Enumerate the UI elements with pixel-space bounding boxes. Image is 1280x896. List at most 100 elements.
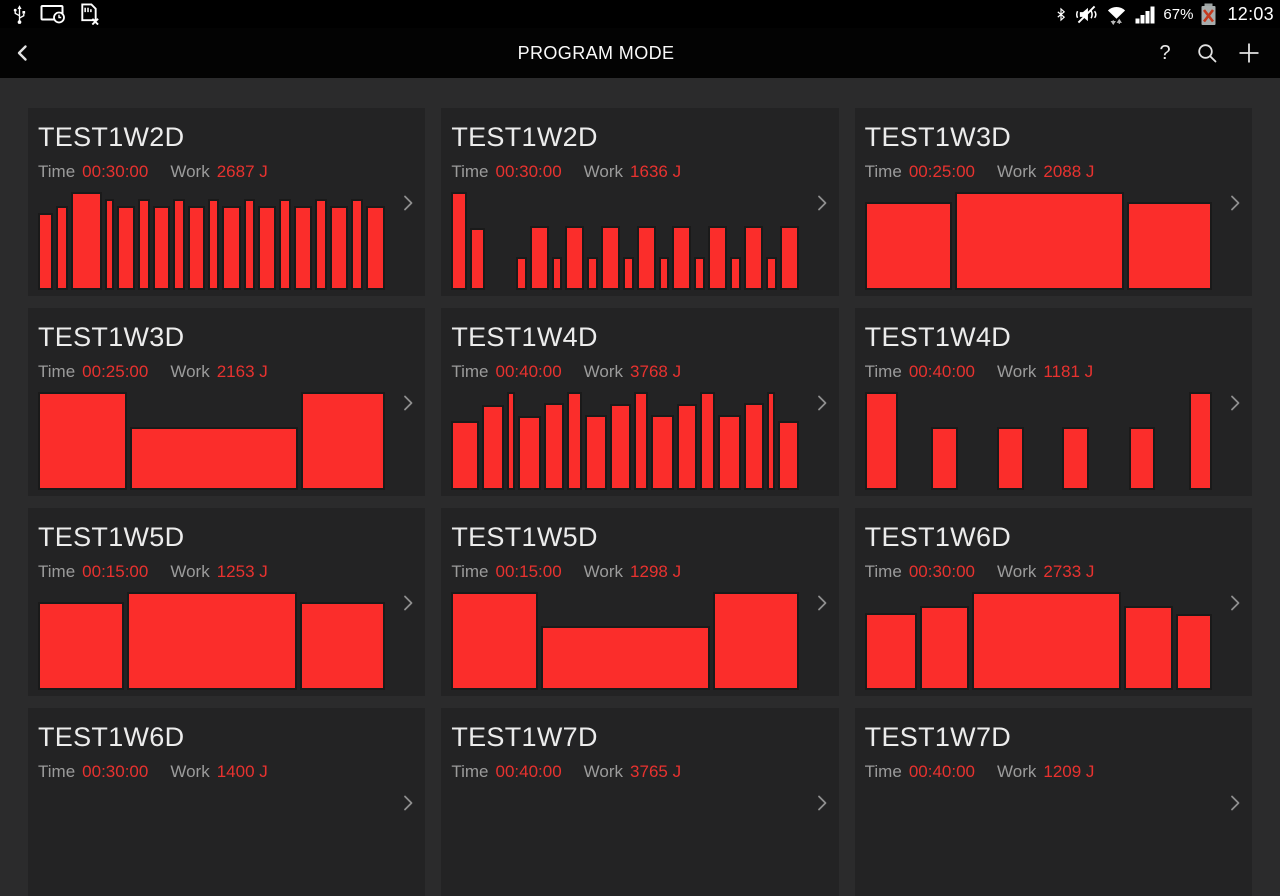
- chevron-right-icon[interactable]: [810, 190, 834, 214]
- work-label: Work: [997, 562, 1037, 581]
- chart-bar: [517, 415, 541, 490]
- chart-bar: [351, 198, 364, 290]
- program-card[interactable]: TEST1W7D Time 00:40:00 Work 1209 J: [854, 708, 1252, 896]
- bar-spacer: [488, 289, 513, 290]
- chart-bar: [997, 427, 1025, 490]
- chart-bar: [451, 592, 538, 690]
- program-title: TEST1W4D: [451, 322, 598, 352]
- chevron-right-icon[interactable]: [1223, 190, 1247, 214]
- chart-bar: [451, 421, 480, 490]
- program-card[interactable]: TEST1W4D Time 00:40:00 Work 1181 J: [854, 308, 1252, 496]
- chart-bar: [138, 198, 150, 290]
- program-card[interactable]: TEST1W3D Time 00:25:00 Work 2163 J: [28, 308, 426, 496]
- time-value: 00:25:00: [908, 162, 975, 181]
- program-card[interactable]: TEST1W5D Time 00:15:00 Work 1298 J: [441, 508, 839, 696]
- time-label: Time: [451, 362, 489, 381]
- work-label: Work: [997, 362, 1037, 381]
- program-card[interactable]: TEST1W3D Time 00:25:00 Work 2088 J: [854, 108, 1252, 296]
- work-label: Work: [583, 162, 624, 181]
- program-card[interactable]: TEST1W4D Time 00:40:00 Work 3768 J: [441, 308, 839, 496]
- program-meta: Time 00:40:00 Work 1181 J: [865, 362, 1242, 382]
- chart-bar: [694, 256, 706, 290]
- chart-bar: [1062, 427, 1089, 490]
- bar-spacer: [901, 489, 928, 490]
- clock-text: 12:03: [1227, 3, 1274, 24]
- chart-bar: [700, 392, 715, 490]
- chart-bar: [972, 592, 1121, 690]
- chart-bar: [507, 392, 515, 490]
- chart-bar: [743, 402, 764, 490]
- program-card[interactable]: TEST1W2D Time 00:30:00 Work 2687 J: [28, 108, 426, 296]
- time-label: Time: [451, 162, 489, 181]
- chart-bar: [931, 427, 958, 490]
- chevron-right-icon[interactable]: [1223, 590, 1247, 614]
- time-value: 00:30:00: [495, 162, 562, 181]
- back-button[interactable]: [10, 33, 48, 73]
- chart-bar: [300, 392, 386, 490]
- work-label: Work: [997, 762, 1037, 781]
- program-card[interactable]: TEST1W6D Time 00:30:00 Work 2733 J: [854, 508, 1252, 696]
- chevron-right-icon[interactable]: [396, 790, 420, 814]
- chevron-right-icon[interactable]: [396, 390, 420, 414]
- search-button[interactable]: [1186, 33, 1228, 73]
- work-label: Work: [583, 362, 624, 381]
- chevron-right-icon[interactable]: [1223, 390, 1247, 414]
- chart-bar: [173, 198, 185, 290]
- time-value: 00:15:00: [495, 562, 562, 581]
- chevron-right-icon[interactable]: [1223, 790, 1247, 814]
- program-title: TEST1W7D: [864, 722, 1012, 752]
- program-card[interactable]: TEST1W7D Time 00:40:00 Work 3765 J: [441, 708, 839, 896]
- help-button[interactable]: ?: [1144, 33, 1186, 73]
- add-button[interactable]: [1228, 33, 1270, 73]
- chart-bar: [543, 402, 565, 490]
- chart-bar: [130, 427, 298, 490]
- program-meta: Time 00:30:00 Work 2687 J: [38, 162, 415, 182]
- chart-bar: [104, 198, 115, 290]
- help-icon: ?: [1159, 41, 1171, 64]
- chevron-right-icon[interactable]: [810, 390, 834, 414]
- work-value: 2687 J: [216, 162, 268, 181]
- mini-bar-chart: [38, 392, 386, 490]
- bar-spacer: [1158, 489, 1185, 490]
- program-meta: Time 00:25:00 Work 2163 J: [38, 362, 415, 382]
- chart-bar: [315, 198, 328, 290]
- program-card[interactable]: TEST1W6D Time 00:30:00 Work 1400 J: [28, 708, 426, 896]
- chart-bar: [712, 592, 799, 690]
- program-title: TEST1W6D: [864, 522, 1012, 552]
- program-title: TEST1W3D: [864, 122, 1012, 152]
- program-card[interactable]: TEST1W2D Time 00:30:00 Work 1636 J: [441, 108, 839, 296]
- chart-bar: [864, 612, 917, 690]
- chart-bar: [126, 592, 297, 690]
- back-chevron-icon: [17, 45, 27, 61]
- status-bar-right: 67% 12:03: [1054, 3, 1274, 26]
- chart-bar: [330, 205, 349, 290]
- chevron-right-icon[interactable]: [396, 190, 420, 214]
- chevron-right-icon[interactable]: [396, 590, 420, 614]
- chart-bar: [708, 226, 728, 290]
- sim-missing-icon: [81, 3, 99, 25]
- chart-bar: [672, 226, 692, 290]
- chart-bar: [919, 605, 970, 690]
- chart-bar: [658, 256, 670, 290]
- status-bar-left: [6, 3, 100, 25]
- chart-bar: [622, 256, 634, 290]
- chart-bar: [779, 226, 799, 290]
- chart-bar: [152, 205, 171, 290]
- work-label: Work: [170, 162, 210, 181]
- chart-bar: [71, 192, 102, 290]
- chart-bar: [766, 392, 775, 490]
- chevron-right-icon[interactable]: [810, 590, 834, 614]
- mini-bar-chart: [451, 192, 799, 290]
- chart-bar: [1127, 201, 1212, 290]
- chart-bar: [730, 256, 741, 290]
- search-icon: [1198, 44, 1217, 63]
- work-label: Work: [170, 362, 210, 381]
- chart-bar: [530, 226, 549, 290]
- program-card[interactable]: TEST1W5D Time 00:15:00 Work 1253 J: [28, 508, 426, 696]
- chevron-right-icon[interactable]: [810, 790, 834, 814]
- chart-bar: [293, 205, 313, 290]
- program-title: TEST1W6D: [38, 722, 185, 752]
- chart-bar: [38, 601, 124, 690]
- program-title: TEST1W2D: [38, 122, 185, 152]
- time-label: Time: [38, 162, 76, 181]
